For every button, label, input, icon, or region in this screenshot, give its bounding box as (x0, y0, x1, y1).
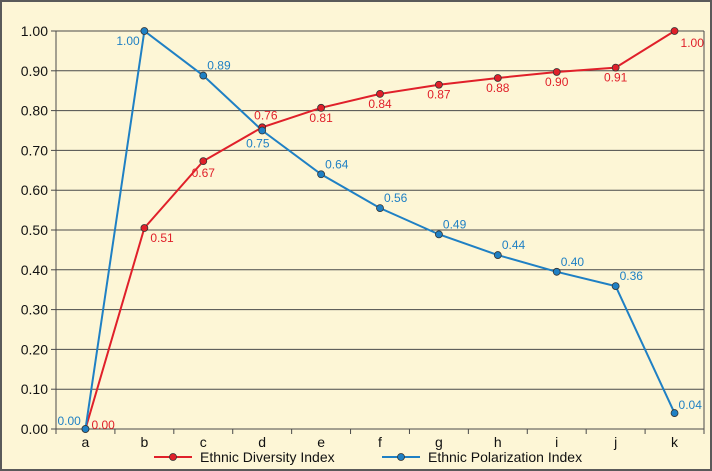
diversity-label-b: 0.51 (150, 231, 174, 245)
y-tick-label: 0.20 (21, 341, 48, 357)
x-tick-label: f (378, 434, 382, 450)
data-labels: 0.00 0.51 0.67 0.76 0.81 0.84 0.87 0.88 0.90 0.91… (57, 34, 704, 432)
polarization-label-e: 0.64 (325, 157, 349, 171)
legend-polarization-label: Ethnic Polarization Index (428, 449, 582, 465)
polarization-point-f (376, 204, 384, 213)
polarization-label-a: 0.00 (57, 414, 81, 428)
diversity-point-b (140, 224, 149, 232)
polarization-point-k (670, 409, 679, 417)
diversity-label-f: 0.84 (368, 97, 392, 111)
polarization-label-g: 0.49 (443, 217, 467, 231)
x-tick-label: a (82, 434, 90, 450)
polarization-label-j: 0.36 (620, 269, 644, 283)
gridlines (56, 30, 704, 430)
y-tick-label: 0.70 (21, 142, 48, 158)
polarization-label-c: 0.89 (207, 59, 231, 73)
series-lines (81, 27, 679, 433)
polarization-label-d: 0.75 (246, 137, 270, 151)
y-tick-label: 0.80 (21, 103, 48, 119)
diversity-point-f (376, 89, 384, 98)
diversity-point-g (435, 80, 443, 89)
polarization-point-i (552, 267, 561, 276)
diversity-point-k (670, 27, 679, 35)
legend-polarization-marker (397, 453, 405, 461)
legend-diversity-label: Ethnic Diversity Index (200, 449, 335, 465)
legend-diversity-marker (169, 453, 177, 461)
polarization-point-d (258, 126, 267, 135)
x-tick-label: b (140, 434, 148, 450)
y-tick-label: 0.50 (21, 222, 48, 238)
polarization-point-a (81, 425, 90, 433)
legend: Ethnic Diversity Index Ethnic Polarizatio… (154, 449, 582, 465)
y-tick-label: 0.10 (21, 381, 48, 397)
y-tick-label: 0.00 (21, 421, 48, 437)
x-tick-label: d (258, 434, 266, 450)
axes: 0.00 0.10 0.20 0.30 0.40 0.50 0.60 0.70 0.80 0.90… (21, 23, 705, 450)
x-tick-label: j (613, 434, 617, 450)
y-tick-label: 0.40 (21, 262, 48, 278)
y-tick-label: 0.30 (21, 302, 48, 318)
diversity-label-j: 0.91 (604, 71, 628, 85)
y-tick-label: 1.00 (21, 23, 48, 39)
diversity-label-a: 0.00 (91, 418, 115, 432)
diversity-label-d: 0.76 (254, 108, 278, 122)
polarization-label-h: 0.44 (502, 238, 526, 252)
diversity-point-e (317, 103, 325, 112)
diversity-label-e: 0.81 (309, 111, 333, 125)
diversity-label-c: 0.67 (192, 166, 216, 180)
y-tick-label: 0.90 (21, 63, 48, 79)
polarization-label-i: 0.40 (561, 255, 585, 269)
x-tick-label: h (494, 434, 502, 450)
polarization-label-k: 0.04 (679, 398, 703, 412)
polarization-point-b (140, 27, 149, 35)
x-tick-label: k (671, 434, 679, 450)
polarization-label-f: 0.56 (384, 191, 408, 205)
diversity-label-k: 1.00 (681, 36, 705, 50)
polarization-point-j (611, 282, 620, 291)
diversity-point-j (611, 63, 620, 72)
polarization-point-g (435, 230, 443, 239)
diversity-point-i (552, 68, 561, 76)
diversity-label-h: 0.88 (486, 81, 510, 95)
polarization-label-b: 1.00 (116, 34, 140, 48)
y-tick-label: 0.60 (21, 182, 48, 198)
polarization-point-h (493, 251, 502, 259)
x-tick-label: g (435, 434, 443, 450)
diversity-point-h (493, 74, 502, 82)
diversity-point-c (199, 157, 208, 166)
polarization-point-c (199, 71, 208, 80)
x-tick-label: e (317, 434, 325, 450)
polarization-point-e (317, 170, 325, 179)
x-tick-label: i (555, 434, 558, 450)
x-tick-label: c (200, 434, 207, 450)
diversity-label-i: 0.90 (545, 75, 569, 89)
diversity-label-g: 0.87 (427, 88, 451, 102)
